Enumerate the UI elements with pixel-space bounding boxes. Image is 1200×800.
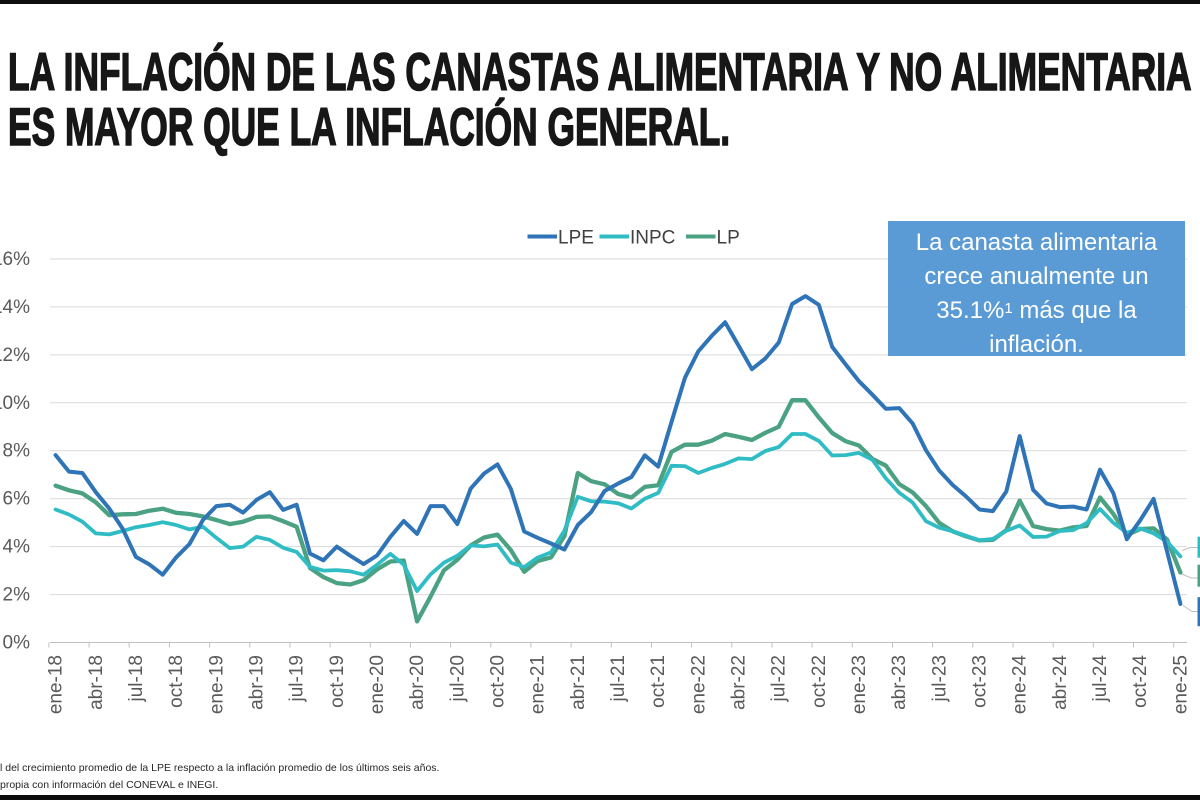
svg-text:oct-18: oct-18 (166, 655, 187, 708)
svg-text:ene-25: ene-25 (1170, 655, 1191, 714)
svg-text:jul-21: jul-21 (608, 655, 629, 702)
svg-text:ene-20: ene-20 (367, 655, 388, 714)
svg-text:abr-19: abr-19 (247, 655, 268, 710)
svg-text:LPE: LPE (558, 228, 594, 249)
svg-text:ene-19: ene-19 (206, 655, 227, 714)
svg-text:16%: 16% (0, 249, 30, 270)
svg-text:12%: 12% (0, 345, 30, 366)
svg-text:abr-18: abr-18 (86, 655, 107, 710)
svg-text:10%: 10% (0, 393, 30, 414)
svg-text:4%: 4% (3, 537, 31, 558)
svg-text:oct-22: oct-22 (809, 655, 830, 708)
svg-text:14%: 14% (0, 297, 30, 318)
svg-text:ene-24: ene-24 (1010, 655, 1031, 715)
svg-text:jul-22: jul-22 (769, 655, 790, 702)
svg-text:oct-21: oct-21 (648, 655, 669, 708)
svg-text:ene-23: ene-23 (849, 655, 870, 714)
svg-text:2%: 2% (3, 585, 31, 606)
svg-text:ene-21: ene-21 (528, 655, 549, 714)
svg-text:abr-22: abr-22 (729, 655, 750, 710)
svg-text:6%: 6% (3, 489, 31, 510)
svg-text:abr-20: abr-20 (407, 655, 428, 710)
svg-text:oct-24: oct-24 (1130, 655, 1151, 708)
svg-text:oct-19: oct-19 (327, 655, 348, 708)
svg-text:jul-20: jul-20 (447, 655, 468, 702)
svg-text:INPC: INPC (630, 228, 675, 249)
svg-text:jul-18: jul-18 (126, 655, 147, 702)
svg-text:jul-23: jul-23 (929, 655, 950, 702)
svg-text:ene-22: ene-22 (688, 655, 709, 714)
svg-text:abr-24: abr-24 (1050, 655, 1071, 710)
svg-text:8%: 8% (3, 441, 31, 462)
svg-text:ene-18: ene-18 (46, 655, 67, 714)
svg-text:jul-19: jul-19 (287, 655, 308, 702)
svg-text:oct-23: oct-23 (970, 655, 991, 708)
svg-text:0%: 0% (3, 633, 31, 654)
svg-text:oct-20: oct-20 (488, 655, 509, 708)
svg-text:abr-21: abr-21 (568, 655, 589, 710)
svg-text:LP: LP (717, 228, 740, 249)
svg-text:abr-23: abr-23 (889, 655, 910, 710)
svg-text:jul-24: jul-24 (1090, 655, 1111, 703)
